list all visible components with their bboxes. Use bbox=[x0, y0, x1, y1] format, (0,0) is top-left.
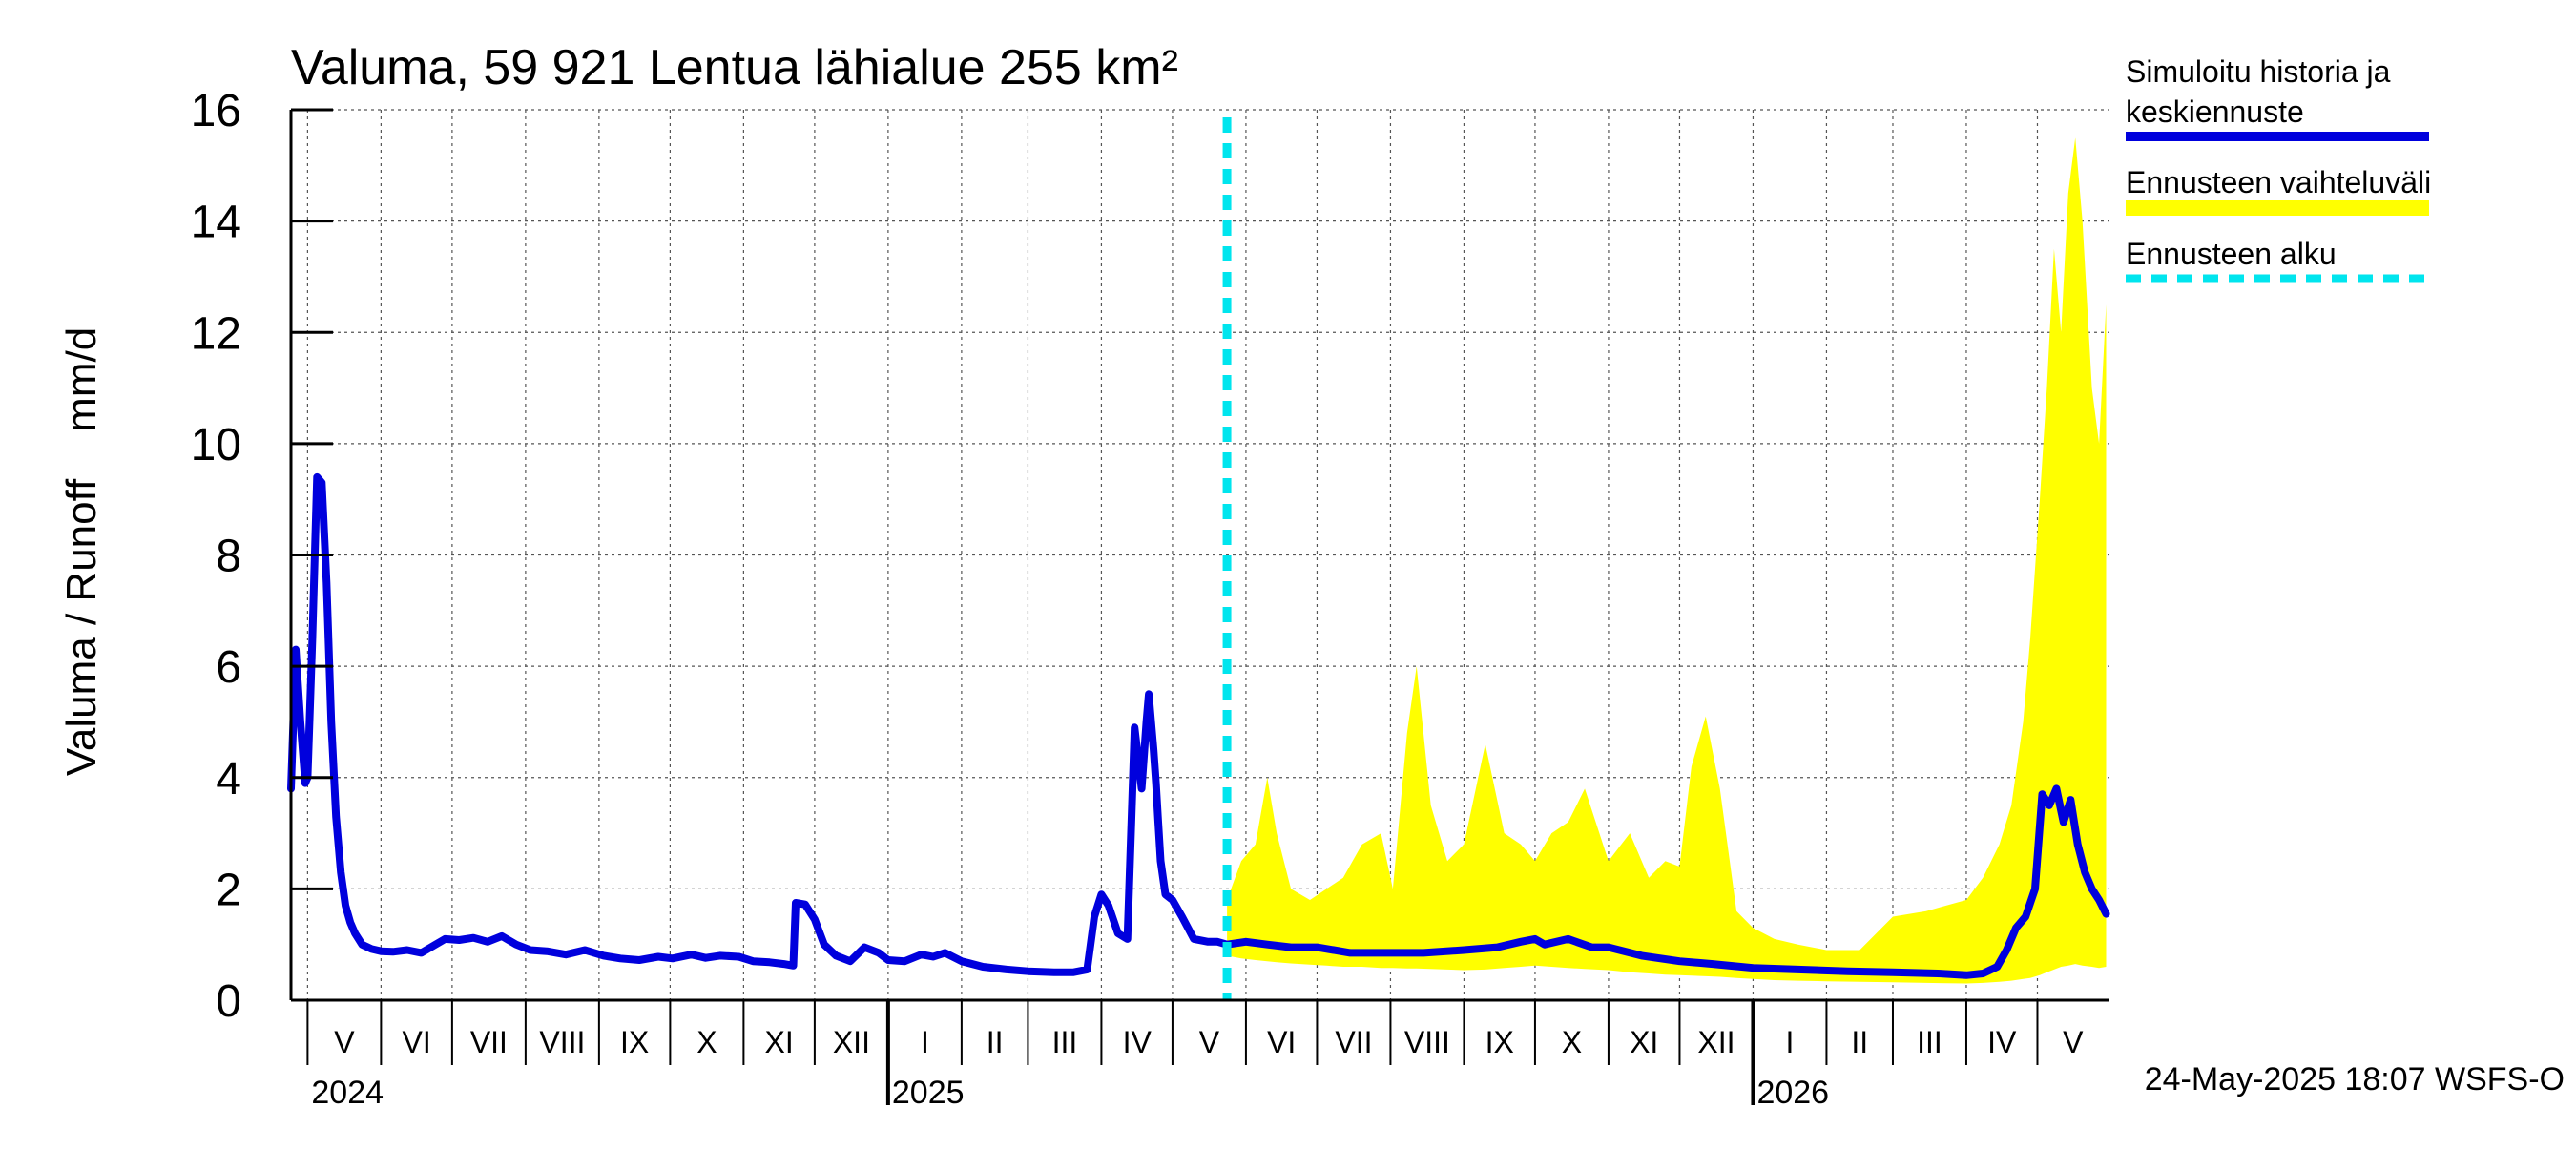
y-axis-label: Valuma / Runoff mm/d bbox=[58, 327, 105, 776]
month-label: VI bbox=[1267, 1025, 1296, 1059]
chart-title: Valuma, 59 921 Lentua lähialue 255 km² bbox=[291, 40, 1178, 95]
legend-label-forecast-start: Ennusteen alku bbox=[2126, 237, 2337, 271]
y-tick-label: 6 bbox=[216, 642, 241, 693]
legend-label-simulated-line1: Simuloitu historia ja bbox=[2126, 54, 2391, 89]
y-tick-label: 16 bbox=[191, 86, 241, 136]
forecast-range-area bbox=[1227, 137, 2107, 984]
month-label: XII bbox=[833, 1025, 870, 1059]
month-label: III bbox=[1052, 1025, 1078, 1059]
legend: Simuloitu historia ja keskiennuste Ennuste… bbox=[2126, 54, 2431, 283]
x-tick-labels: V VI VII VIII IX X XI XII I II III IV V VI VII VIII IX X X… bbox=[311, 1025, 2084, 1111]
month-label: X bbox=[1562, 1025, 1582, 1059]
month-label: V bbox=[1199, 1025, 1220, 1059]
y-tick-label: 8 bbox=[216, 532, 241, 582]
month-label: VIII bbox=[1404, 1025, 1450, 1059]
month-label: I bbox=[921, 1025, 929, 1059]
month-label: X bbox=[696, 1025, 717, 1059]
y-tick-label: 10 bbox=[191, 420, 241, 470]
month-label: IX bbox=[620, 1025, 649, 1059]
forecast-range-band bbox=[1227, 137, 2107, 984]
y-tick-label: 2 bbox=[216, 865, 241, 915]
y-tick-labels: 0 2 4 6 8 10 12 14 16 bbox=[191, 86, 241, 1027]
month-label: IV bbox=[1987, 1025, 2017, 1059]
month-label: IV bbox=[1123, 1025, 1153, 1059]
month-label: I bbox=[1785, 1025, 1794, 1059]
grid-lines bbox=[291, 109, 2109, 1000]
month-label: V bbox=[2063, 1025, 2084, 1059]
month-label: III bbox=[1917, 1025, 1942, 1059]
month-label: VII bbox=[470, 1025, 508, 1059]
month-label: XI bbox=[1630, 1025, 1658, 1059]
month-label: VII bbox=[1335, 1025, 1372, 1059]
year-label: 2025 bbox=[892, 1075, 965, 1111]
y-tick-label: 14 bbox=[191, 198, 241, 248]
month-label: IX bbox=[1485, 1025, 1514, 1059]
month-label: VI bbox=[403, 1025, 431, 1059]
legend-label-simulated-line2: keskiennuste bbox=[2126, 94, 2304, 129]
month-label: V bbox=[334, 1025, 355, 1059]
month-label: II bbox=[987, 1025, 1004, 1059]
axes bbox=[289, 108, 2109, 1105]
simulated-runoff-line bbox=[287, 472, 2110, 979]
y-tick-label: 12 bbox=[191, 308, 241, 359]
year-label: 2026 bbox=[1756, 1075, 1829, 1111]
month-label: XI bbox=[765, 1025, 794, 1059]
month-label: VIII bbox=[539, 1025, 585, 1059]
month-label: II bbox=[1851, 1025, 1868, 1059]
simulated-runoff-polyline bbox=[287, 472, 2110, 979]
y-tick-label: 4 bbox=[216, 754, 241, 805]
timestamp-label: 24-May-2025 18:07 WSFS-O bbox=[2145, 1061, 2565, 1098]
legend-label-range: Ennusteen vaihteluväli bbox=[2126, 165, 2431, 199]
month-label: XII bbox=[1697, 1025, 1735, 1059]
y-tick-label: 0 bbox=[216, 976, 241, 1027]
year-label: 2024 bbox=[311, 1075, 384, 1111]
